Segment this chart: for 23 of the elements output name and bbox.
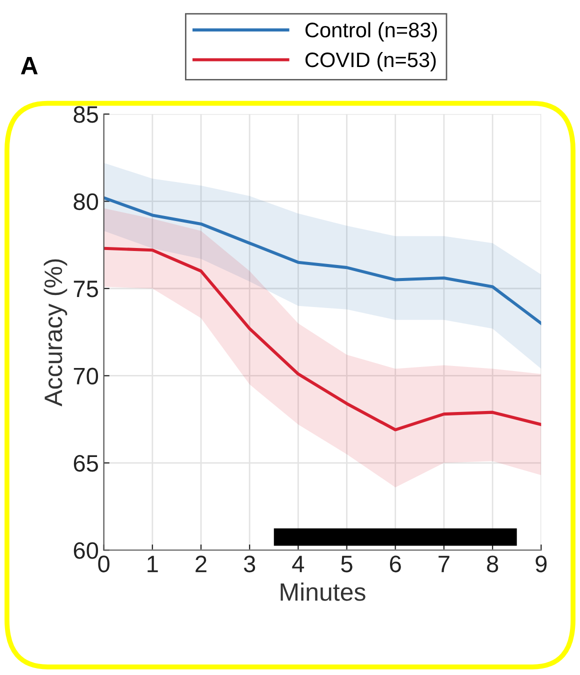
y-axis-title: Accuracy (%) bbox=[44, 259, 68, 406]
y-tick-label: 75 bbox=[74, 280, 98, 298]
x-tick-label: 3 bbox=[244, 556, 256, 572]
line-series bbox=[104, 246, 542, 432]
x-tick-label: 4 bbox=[292, 556, 304, 572]
legend-label: COVID (n=53) bbox=[305, 52, 436, 72]
y-tick-label: 85 bbox=[74, 106, 98, 123]
x-axis-title: Minutes bbox=[280, 582, 366, 601]
x-tick-label: 8 bbox=[487, 556, 498, 572]
x-tick-label: 0 bbox=[98, 556, 110, 572]
y-tick-label: 65 bbox=[74, 454, 98, 472]
y-tick-label: 70 bbox=[74, 368, 98, 384]
x-tick-label: 7 bbox=[438, 556, 450, 572]
x-tick-label: 2 bbox=[196, 556, 206, 572]
legend-label: Control (n=83) bbox=[305, 22, 437, 42]
line-series bbox=[104, 196, 542, 325]
text: A bbox=[20, 57, 38, 74]
y-tick-label: 60 bbox=[74, 542, 98, 559]
x-tick-label: 6 bbox=[390, 556, 401, 572]
x-tick-label: 9 bbox=[536, 556, 547, 572]
y-tick-label: 80 bbox=[74, 193, 98, 210]
x-tick-label: 1 bbox=[148, 556, 158, 572]
x-tick-label: 5 bbox=[341, 556, 352, 572]
